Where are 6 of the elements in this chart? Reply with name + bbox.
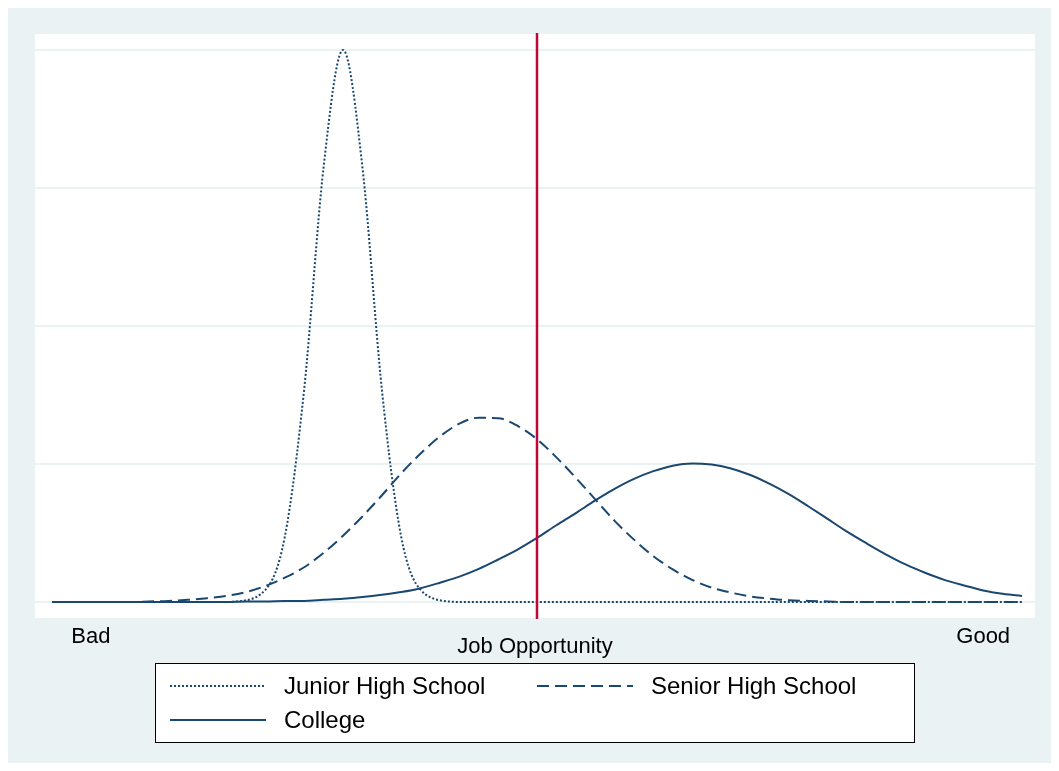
legend-label: Junior High School bbox=[284, 672, 486, 700]
x-tick-label: Bad bbox=[71, 622, 111, 648]
legend-label: College bbox=[284, 706, 366, 734]
x-tick-label: Good bbox=[956, 622, 1011, 648]
legend-label: Senior High School bbox=[651, 672, 857, 700]
x-axis-title: Job Opportunity bbox=[457, 633, 613, 658]
